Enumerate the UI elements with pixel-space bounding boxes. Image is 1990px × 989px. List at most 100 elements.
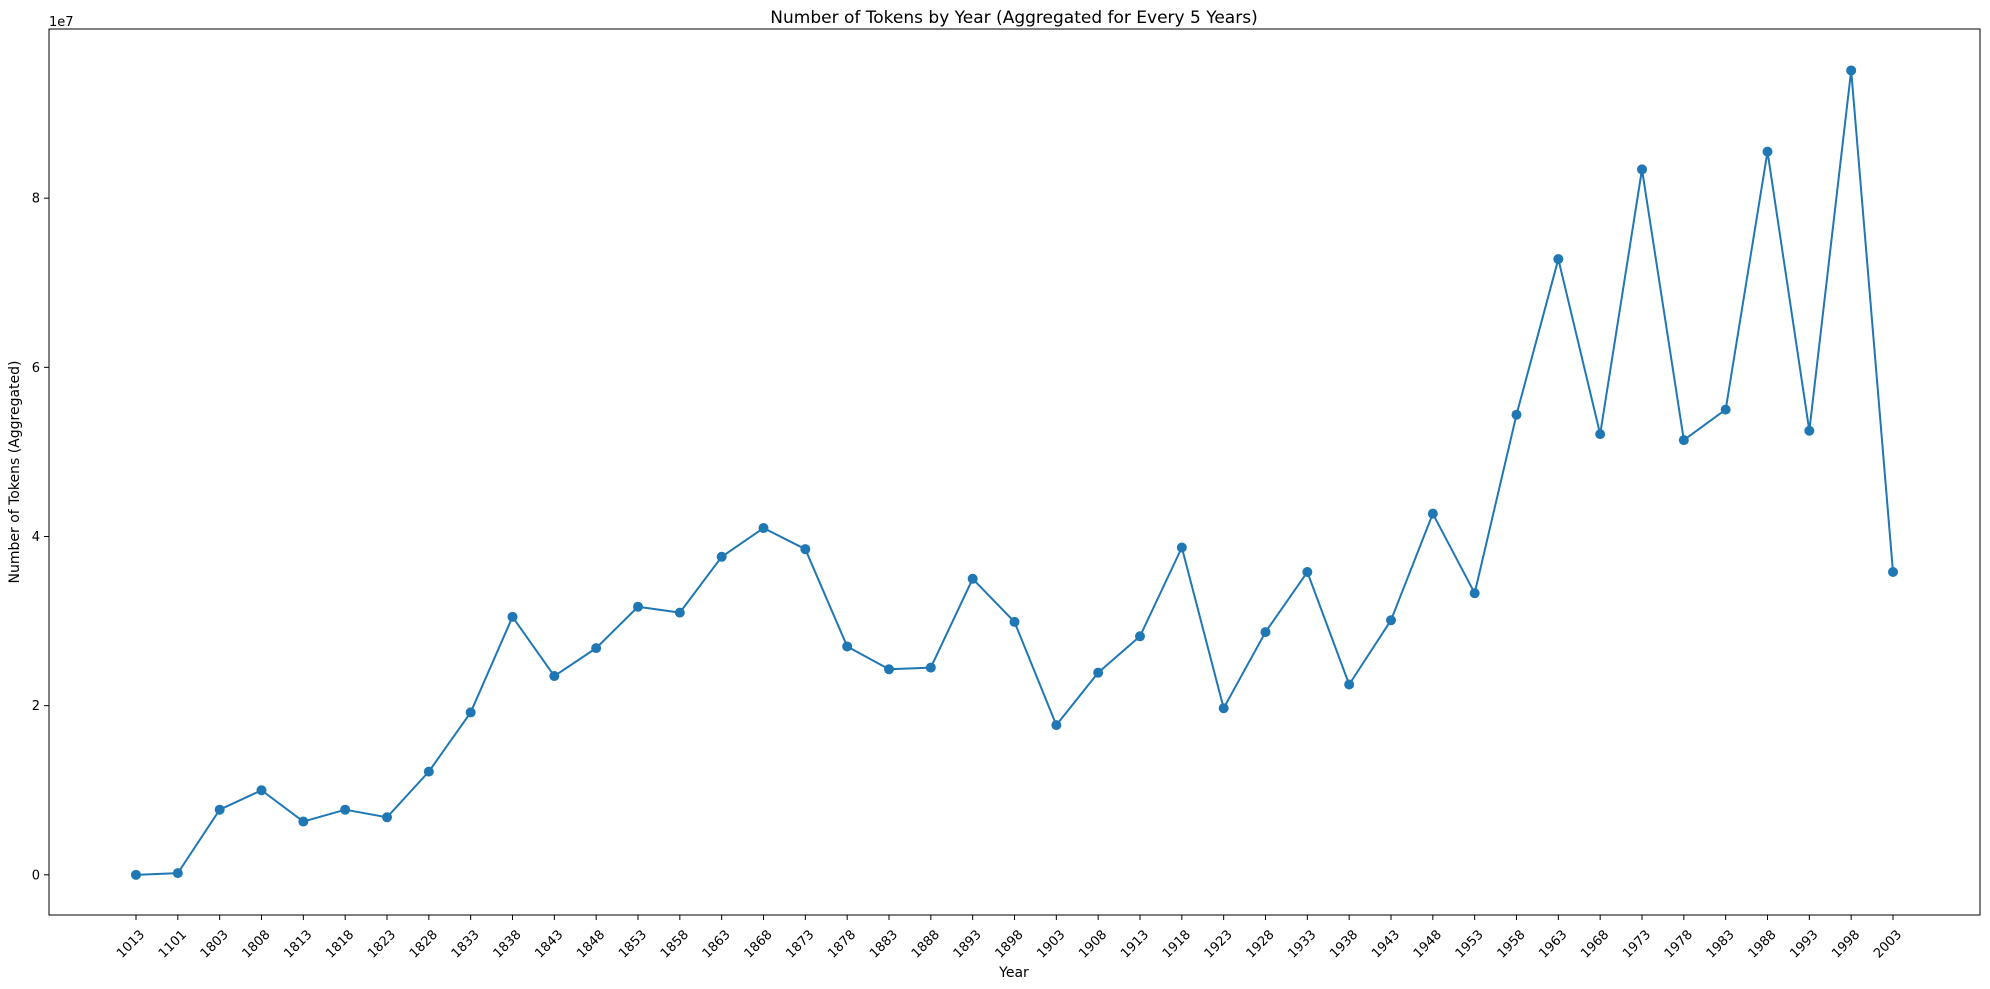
data-point-1928 bbox=[1260, 627, 1271, 638]
x-tick-label-1898: 1898 bbox=[993, 927, 1027, 961]
x-tick-label-1903: 1903 bbox=[1034, 927, 1068, 961]
x-tick-label-1101: 1101 bbox=[156, 927, 190, 961]
data-point-1988 bbox=[1762, 146, 1773, 157]
data-point-1873 bbox=[800, 544, 811, 555]
x-tick-label-1888: 1888 bbox=[909, 927, 943, 961]
data-point-1898 bbox=[1009, 616, 1020, 627]
data-point-1938 bbox=[1344, 679, 1355, 690]
y-tick-label-4: 4 bbox=[32, 530, 40, 545]
x-tick-label-1853: 1853 bbox=[616, 927, 650, 961]
chart-title: Number of Tokens by Year (Aggregated for… bbox=[770, 8, 1257, 28]
x-tick-label-1813: 1813 bbox=[281, 927, 315, 961]
data-point-1963 bbox=[1553, 254, 1564, 265]
data-point-1843 bbox=[549, 671, 560, 682]
data-point-1803 bbox=[214, 804, 225, 815]
x-tick-label-1948: 1948 bbox=[1411, 927, 1445, 961]
x-tick-label-1978: 1978 bbox=[1662, 927, 1696, 961]
data-point-1838 bbox=[507, 611, 518, 622]
x-tick-label-1808: 1808 bbox=[240, 927, 274, 961]
x-tick-label-1938: 1938 bbox=[1327, 927, 1361, 961]
data-point-1998 bbox=[1846, 65, 1857, 76]
data-point-1848 bbox=[591, 643, 602, 654]
data-point-1918 bbox=[1176, 542, 1187, 553]
data-point-1888 bbox=[925, 662, 936, 673]
data-point-1863 bbox=[716, 551, 727, 562]
data-point-1808 bbox=[256, 785, 267, 796]
data-point-1968 bbox=[1595, 429, 1606, 440]
x-tick-label-1933: 1933 bbox=[1285, 927, 1319, 961]
x-tick-label-1993: 1993 bbox=[1787, 927, 1821, 961]
x-tick-label-1848: 1848 bbox=[574, 927, 608, 961]
x-tick-label-1913: 1913 bbox=[1118, 927, 1152, 961]
x-tick-label-1828: 1828 bbox=[407, 927, 441, 961]
x-tick-label-1983: 1983 bbox=[1704, 927, 1738, 961]
data-point-1813 bbox=[298, 816, 309, 827]
data-point-1853 bbox=[633, 601, 643, 612]
x-tick-label-1943: 1943 bbox=[1369, 927, 1403, 961]
y-tick-label-0: 0 bbox=[32, 868, 40, 883]
y-tick-label-2: 2 bbox=[32, 699, 40, 714]
x-tick-label-1843: 1843 bbox=[532, 927, 566, 961]
x-tick-label-1878: 1878 bbox=[825, 927, 859, 961]
data-point-1933 bbox=[1302, 567, 1313, 578]
data-point-1878 bbox=[842, 641, 853, 652]
data-point-1993 bbox=[1804, 425, 1815, 436]
x-tick-label-1883: 1883 bbox=[867, 927, 901, 961]
data-point-1943 bbox=[1386, 615, 1396, 626]
data-point-1893 bbox=[967, 573, 978, 584]
y-tick-label-8: 8 bbox=[32, 192, 40, 207]
data-point-1818 bbox=[340, 804, 351, 815]
data-point-2003 bbox=[1888, 567, 1898, 578]
data-point-1833 bbox=[465, 707, 476, 718]
x-tick-label-1968: 1968 bbox=[1578, 927, 1612, 961]
data-point-1858 bbox=[674, 607, 685, 618]
x-tick-label-1868: 1868 bbox=[742, 927, 776, 961]
x-tick-label-1858: 1858 bbox=[658, 927, 692, 961]
data-point-1883 bbox=[884, 664, 894, 675]
x-tick-label-1893: 1893 bbox=[951, 927, 985, 961]
plot-area bbox=[48, 28, 1981, 916]
data-point-1923 bbox=[1218, 703, 1229, 714]
x-tick-label-1923: 1923 bbox=[1202, 927, 1236, 961]
data-point-1903 bbox=[1051, 720, 1062, 731]
data-point-1978 bbox=[1678, 435, 1689, 446]
data-point-1948 bbox=[1427, 508, 1438, 519]
x-tick-label-1928: 1928 bbox=[1244, 927, 1278, 961]
x-tick-label-1823: 1823 bbox=[365, 927, 399, 961]
x-axis: 1013 1101 1803 1808 1813 1818 1823 1828 1833 1838… bbox=[114, 915, 1905, 961]
data-point-1823 bbox=[382, 812, 392, 823]
data-point-1958 bbox=[1511, 409, 1522, 420]
x-tick-label-1988: 1988 bbox=[1746, 927, 1780, 961]
x-tick-label-1838: 1838 bbox=[491, 927, 525, 961]
data-point-1983 bbox=[1720, 404, 1731, 415]
y-axis-offset-label: 1e7 bbox=[49, 15, 74, 30]
x-tick-label-2003: 2003 bbox=[1871, 927, 1905, 961]
data-point-1828 bbox=[423, 766, 434, 777]
data-point-1868 bbox=[758, 523, 769, 534]
y-axis: 0 2 4 6 8 bbox=[32, 192, 49, 883]
data-point-1953 bbox=[1469, 588, 1480, 599]
x-tick-label-1908: 1908 bbox=[1076, 927, 1110, 961]
series-tokens bbox=[131, 65, 1898, 880]
x-tick-label-1863: 1863 bbox=[700, 927, 734, 961]
y-tick-label-6: 6 bbox=[32, 361, 40, 376]
data-point-1101 bbox=[172, 868, 183, 879]
data-point-1908 bbox=[1093, 667, 1104, 678]
y-axis-label: Number of Tokens (Aggregated) bbox=[7, 360, 23, 583]
x-tick-label-1833: 1833 bbox=[449, 927, 483, 961]
x-tick-label-1818: 1818 bbox=[323, 927, 357, 961]
x-tick-label-1958: 1958 bbox=[1495, 927, 1529, 961]
x-tick-label-1998: 1998 bbox=[1829, 927, 1863, 961]
data-point-1013 bbox=[131, 869, 141, 880]
x-tick-label-1953: 1953 bbox=[1453, 927, 1487, 961]
x-tick-label-1803: 1803 bbox=[198, 927, 232, 961]
x-tick-label-1973: 1973 bbox=[1620, 927, 1654, 961]
x-tick-label-1918: 1918 bbox=[1160, 927, 1194, 961]
data-point-1913 bbox=[1135, 631, 1145, 642]
x-tick-label-1963: 1963 bbox=[1536, 927, 1570, 961]
x-axis-label: Year bbox=[998, 965, 1029, 981]
x-tick-label-1873: 1873 bbox=[783, 927, 817, 961]
x-tick-label-1013: 1013 bbox=[114, 927, 148, 961]
